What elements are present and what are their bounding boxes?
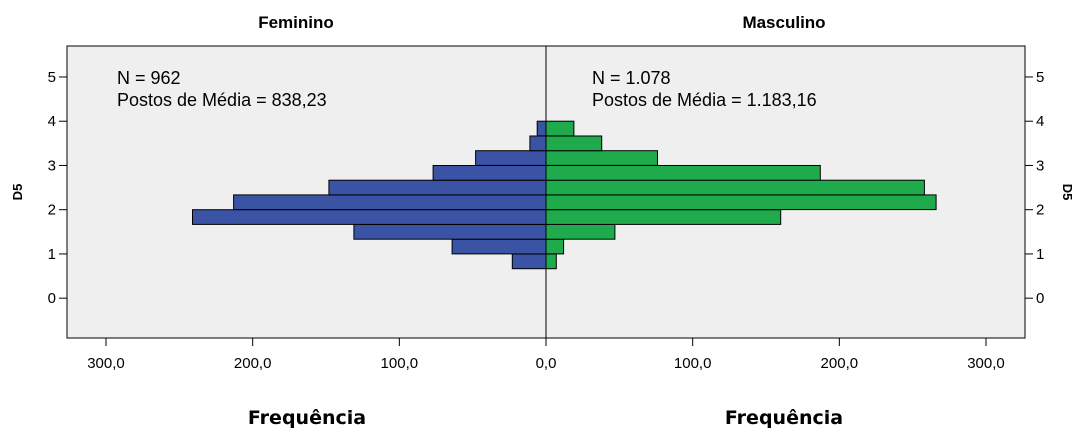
y-tick-label-left-2: 2 — [48, 202, 56, 219]
masculino-bar-2 — [545, 224, 616, 240]
annotation-feminino-mean-rank: Postos de Média = 838,23 — [117, 90, 327, 110]
y-tick-label-right-5: 5 — [1036, 69, 1044, 86]
y-tick-label-left-3: 3 — [48, 157, 56, 174]
y-axis-title-right: D5 — [1060, 184, 1075, 201]
annotation-masculino-n: N = 1.078 — [592, 68, 671, 88]
x-tick-label-2: 100,0 — [381, 355, 419, 372]
y-tick-label-right-1: 1 — [1036, 246, 1044, 263]
masculino-bar-9 — [545, 120, 575, 137]
feminino-bar-2 — [353, 224, 547, 240]
y-tick-label-left-0: 0 — [48, 290, 56, 307]
x-tick-label-4: 100,0 — [674, 355, 712, 372]
x-axis-title-right: Frequência — [725, 407, 843, 429]
y-tick-label-right-3: 3 — [1036, 157, 1044, 174]
masculino-bar-3 — [545, 209, 782, 225]
masculino-bar-4 — [545, 194, 937, 211]
y-tick-label-left-1: 1 — [48, 246, 56, 263]
x-tick-label-6: 300,0 — [967, 355, 1005, 372]
y-tick-label-left-4: 4 — [48, 113, 56, 130]
masculino-bar-1 — [545, 238, 565, 255]
feminino-bar-8 — [529, 135, 547, 152]
masculino-bars — [545, 120, 937, 270]
y-tick-label-right-2: 2 — [1036, 202, 1044, 219]
x-tick-label-0: 300,0 — [87, 355, 125, 372]
masculino-bar-5 — [545, 179, 925, 196]
panel-title-masculino: Masculino — [742, 13, 825, 32]
x-tick-label-1: 200,0 — [234, 355, 272, 372]
panel-title-feminino: Feminino — [258, 13, 334, 32]
feminino-bar-3 — [192, 209, 547, 225]
y-tick-label-right-4: 4 — [1036, 113, 1044, 130]
y-tick-label-left-5: 5 — [48, 69, 56, 86]
x-tick-label-5: 200,0 — [821, 355, 859, 372]
feminino-bar-0 — [511, 253, 547, 270]
x-ticks: 300,0 200,0 100,0 0,0 100,0 200,0 300,0 — [87, 338, 1005, 372]
masculino-bar-7 — [545, 150, 658, 166]
x-axis-title-left: Frequência — [248, 407, 366, 429]
feminino-bar-9 — [536, 120, 547, 137]
annotation-feminino-n: N = 962 — [117, 68, 181, 88]
masculino-bar-0 — [545, 253, 557, 270]
feminino-bar-7 — [475, 150, 547, 166]
y-tick-label-right-0: 0 — [1036, 290, 1044, 307]
feminino-bar-4 — [233, 194, 547, 211]
x-tick-label-3: 0,0 — [536, 355, 557, 372]
y-ticks: 0 0 1 1 2 2 3 3 4 4 5 5 — [48, 69, 1045, 307]
feminino-bar-1 — [451, 238, 547, 255]
feminino-bar-6 — [432, 165, 547, 181]
masculino-bar-8 — [545, 135, 603, 152]
y-axis-title-left: D5 — [10, 184, 25, 201]
masculino-bar-6 — [545, 165, 821, 181]
feminino-bar-5 — [328, 179, 547, 196]
annotation-masculino-mean-rank: Postos de Média = 1.183,16 — [592, 90, 817, 110]
